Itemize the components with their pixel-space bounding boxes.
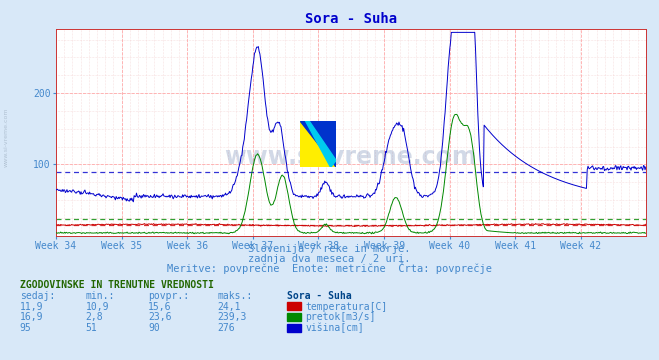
Text: 16,9: 16,9 <box>20 312 43 323</box>
Text: povpr.:: povpr.: <box>148 291 189 301</box>
Text: 23,6: 23,6 <box>148 312 172 323</box>
Text: min.:: min.: <box>86 291 115 301</box>
Text: www.si-vreme.com: www.si-vreme.com <box>4 107 9 167</box>
Text: Sora - Suha: Sora - Suha <box>287 291 351 301</box>
Text: 11,9: 11,9 <box>20 302 43 312</box>
Text: 10,9: 10,9 <box>86 302 109 312</box>
Text: 95: 95 <box>20 323 32 333</box>
Text: 2,8: 2,8 <box>86 312 103 323</box>
Polygon shape <box>305 121 336 167</box>
Polygon shape <box>300 121 336 167</box>
Text: 51: 51 <box>86 323 98 333</box>
Text: ZGODOVINSKE IN TRENUTNE VREDNOSTI: ZGODOVINSKE IN TRENUTNE VREDNOSTI <box>20 280 214 290</box>
Text: maks.:: maks.: <box>217 291 252 301</box>
Title: Sora - Suha: Sora - Suha <box>305 12 397 26</box>
Text: 15,6: 15,6 <box>148 302 172 312</box>
Text: 24,1: 24,1 <box>217 302 241 312</box>
Text: pretok[m3/s]: pretok[m3/s] <box>305 312 376 323</box>
Text: Meritve: povprečne  Enote: metrične  Črta: povprečje: Meritve: povprečne Enote: metrične Črta:… <box>167 262 492 274</box>
Text: višina[cm]: višina[cm] <box>305 323 364 333</box>
Text: 276: 276 <box>217 323 235 333</box>
Text: Slovenija / reke in morje.: Slovenija / reke in morje. <box>248 244 411 254</box>
Text: 90: 90 <box>148 323 160 333</box>
Polygon shape <box>300 121 336 167</box>
Text: temperatura[C]: temperatura[C] <box>305 302 387 312</box>
Text: www.si-vreme.com: www.si-vreme.com <box>225 145 477 169</box>
Text: zadnja dva meseca / 2 uri.: zadnja dva meseca / 2 uri. <box>248 254 411 264</box>
Text: 239,3: 239,3 <box>217 312 247 323</box>
Text: sedaj:: sedaj: <box>20 291 55 301</box>
